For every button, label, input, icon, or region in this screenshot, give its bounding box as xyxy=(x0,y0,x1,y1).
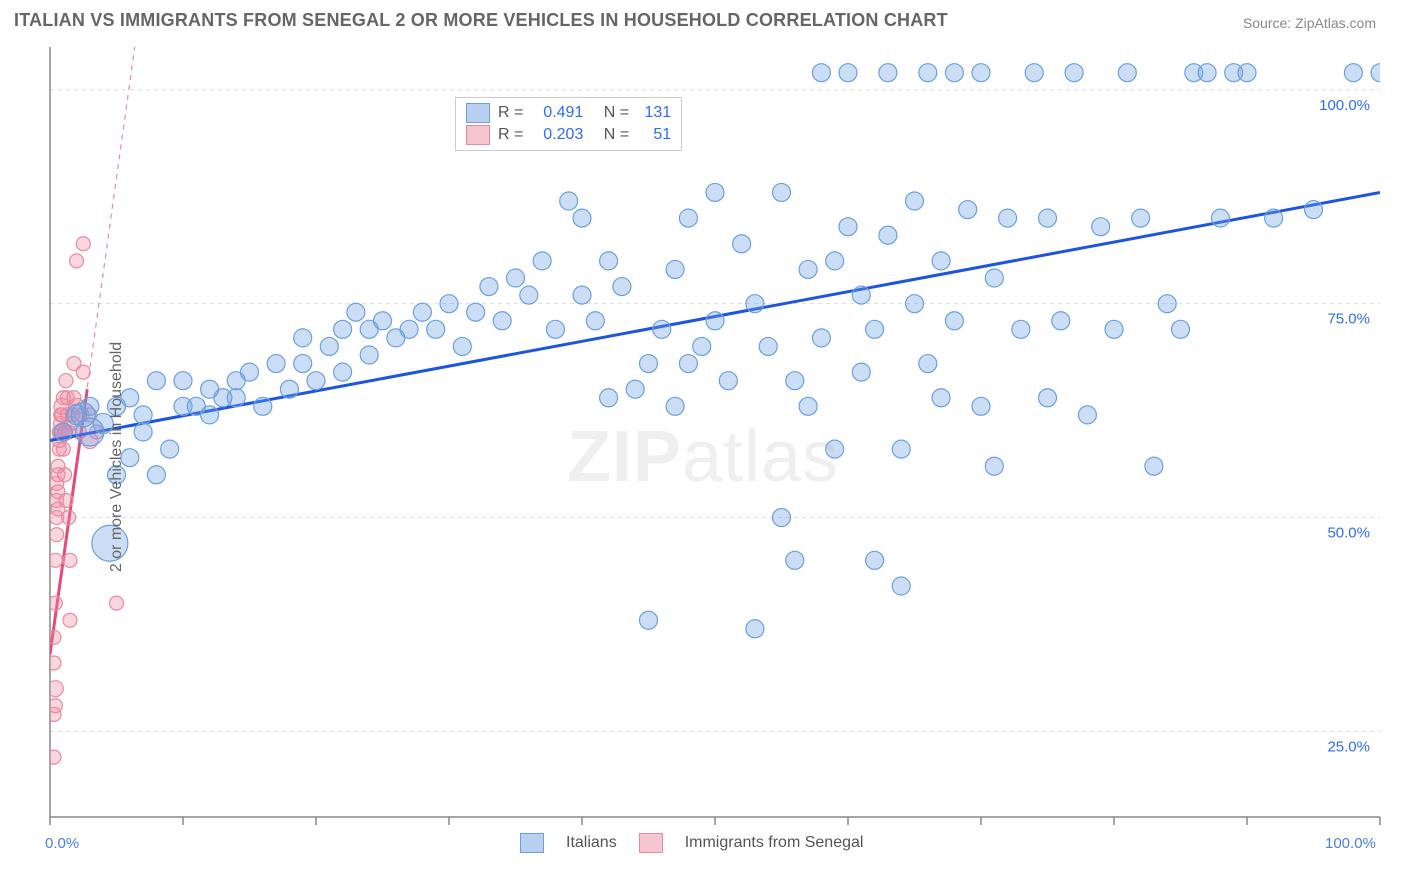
x-axis-max-label: 100.0% xyxy=(1325,835,1376,852)
svg-text:100.0%: 100.0% xyxy=(1319,97,1370,114)
x-axis-min-label: 0.0% xyxy=(45,835,79,852)
svg-text:75.0%: 75.0% xyxy=(1327,311,1370,328)
correlation-legend: R = 0.491 N = 131R = 0.203 N = 51 xyxy=(455,97,682,151)
legend-row: R = 0.491 N = 131 xyxy=(466,102,671,124)
y-axis-label: 2 or more Vehicles in Household xyxy=(108,342,126,572)
chart-title: ITALIAN VS IMMIGRANTS FROM SENEGAL 2 OR … xyxy=(14,10,948,31)
legend-swatch xyxy=(639,833,663,853)
chart-container: 2 or more Vehicles in Household ZIPatlas… xyxy=(0,37,1406,877)
legend-series-label: Immigrants from Senegal xyxy=(685,834,864,852)
source-label: Source: ZipAtlas.com xyxy=(1243,15,1376,31)
svg-text:50.0%: 50.0% xyxy=(1327,525,1370,542)
legend-swatch xyxy=(466,103,490,123)
svg-text:25.0%: 25.0% xyxy=(1327,738,1370,755)
legend-swatch xyxy=(520,833,544,853)
series-legend: Italians Immigrants from Senegal xyxy=(520,833,863,853)
legend-series-label: Italians xyxy=(566,834,617,852)
legend-row: R = 0.203 N = 51 xyxy=(466,124,671,146)
scatter-plot-svg: 25.0% 50.0% 75.0% 100.0% xyxy=(0,37,1406,877)
legend-swatch xyxy=(466,125,490,145)
